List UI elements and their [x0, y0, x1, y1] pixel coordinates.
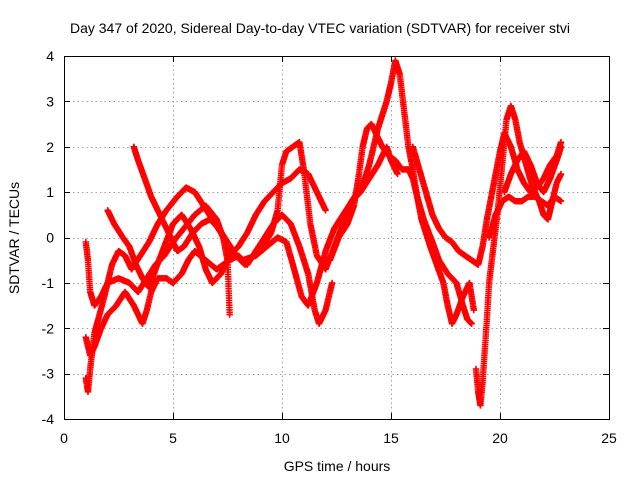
x-tick-label: 10: [274, 430, 290, 446]
y-tick-label: 2: [46, 139, 54, 155]
y-axis-tick-labels: -4 -3 -2 -1 0 1 2 3 4: [42, 48, 55, 427]
x-tick-label: 25: [601, 430, 617, 446]
x-tick-label: 0: [60, 430, 68, 446]
data-point: [328, 279, 336, 287]
data-points: [82, 57, 565, 409]
y-tick-label: -1: [42, 275, 55, 291]
series-track-g: [357, 57, 477, 327]
x-tick-label: 5: [169, 430, 177, 446]
series-track-j: [485, 193, 565, 241]
data-point: [557, 198, 565, 205]
data-point: [468, 320, 475, 327]
y-tick-label: 1: [46, 184, 54, 200]
data-point: [322, 207, 329, 214]
series-track-f: [326, 120, 475, 327]
y-tick-label: 0: [46, 230, 54, 246]
data-point: [557, 170, 565, 178]
series-track-k: [501, 143, 565, 196]
axis-ticks: [64, 56, 610, 420]
data-point: [394, 170, 401, 178]
x-tick-label: 15: [383, 430, 399, 446]
y-axis-label: SDTVAR / TECUs: [6, 182, 22, 294]
y-tick-label: 4: [46, 48, 54, 64]
y-tick-label: -2: [42, 320, 55, 336]
y-tick-label: -3: [42, 366, 55, 382]
x-axis-tick-labels: 0 5 10 15 20 25: [60, 430, 617, 446]
y-tick-label: -4: [42, 411, 55, 427]
data-point: [557, 143, 565, 150]
x-axis-label: GPS time / hours: [284, 458, 391, 474]
data-point: [226, 311, 233, 318]
series-track-i: [472, 102, 565, 409]
chart-title: Day 347 of 2020, Sidereal Day-to-day VTE…: [70, 20, 570, 36]
data-point: [470, 306, 477, 314]
x-tick-label: 20: [492, 430, 508, 446]
y-tick-label: 3: [46, 93, 54, 109]
series-track-h: [409, 129, 565, 268]
